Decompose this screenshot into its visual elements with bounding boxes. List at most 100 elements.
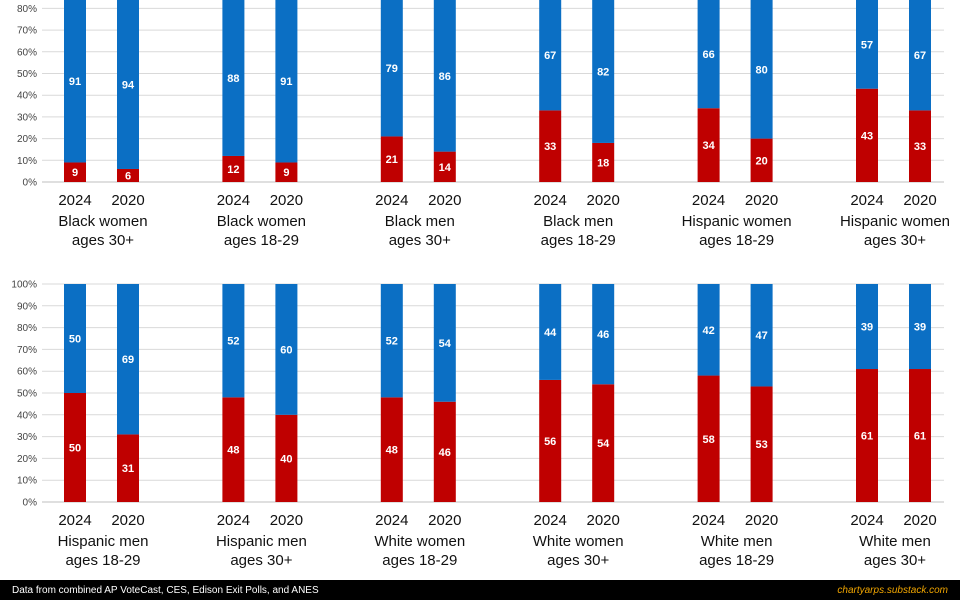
group-label: Black women xyxy=(217,213,306,230)
x-tick-label: 2024 xyxy=(850,512,883,529)
stacked-bar-chart: 0%10%20%30%40%50%60%70%80%99120246942020… xyxy=(11,0,950,569)
group-label: Black men xyxy=(543,213,613,230)
data-label: 82 xyxy=(597,66,609,78)
y-tick-label: 10% xyxy=(17,156,37,167)
bar-segment-dem xyxy=(117,0,139,169)
data-label: 21 xyxy=(386,154,398,166)
data-label: 58 xyxy=(702,434,714,446)
group-label: Hispanic men xyxy=(216,533,307,550)
data-label: 14 xyxy=(439,162,452,174)
x-tick-label: 2024 xyxy=(375,192,408,209)
data-label: 48 xyxy=(227,445,239,457)
y-tick-label: 20% xyxy=(17,454,37,465)
site-credit: chartyarps.substack.com xyxy=(837,584,948,596)
x-tick-label: 2024 xyxy=(217,192,250,209)
group-label: ages 18-29 xyxy=(224,232,299,249)
bar-segment-rep xyxy=(222,397,245,502)
data-label: 33 xyxy=(544,141,556,153)
x-tick-label: 2020 xyxy=(745,192,778,209)
y-tick-label: 40% xyxy=(17,91,37,102)
data-label: 46 xyxy=(439,447,451,459)
y-tick-label: 100% xyxy=(11,280,37,291)
y-tick-label: 60% xyxy=(17,47,37,58)
data-label: 57 xyxy=(861,39,873,51)
group-label: Black women xyxy=(58,213,147,230)
bar-segment-dem xyxy=(433,0,456,152)
data-label: 86 xyxy=(439,71,451,83)
data-label: 56 xyxy=(544,436,556,448)
data-label: 54 xyxy=(439,338,452,350)
data-label: 9 xyxy=(72,167,78,179)
x-tick-label: 2024 xyxy=(534,192,567,209)
data-label: 33 xyxy=(914,141,926,153)
group-label: White women xyxy=(533,533,624,550)
bar-segment-rep xyxy=(433,401,456,502)
group-label: ages 30+ xyxy=(547,552,609,569)
x-tick-label: 2020 xyxy=(587,192,620,209)
group-label: ages 30+ xyxy=(864,552,926,569)
bar-segment-rep xyxy=(539,110,562,182)
group-label: ages 30+ xyxy=(389,232,451,249)
group-label: White men xyxy=(859,533,931,550)
data-label: 79 xyxy=(386,63,398,75)
data-label: 40 xyxy=(280,453,292,465)
data-label: 34 xyxy=(702,140,715,152)
y-tick-label: 30% xyxy=(17,112,37,123)
group-label: ages 30+ xyxy=(864,232,926,249)
bar-segment-rep xyxy=(275,162,298,182)
bar-segment-rep xyxy=(275,414,298,502)
x-tick-label: 2020 xyxy=(428,192,461,209)
bar-segment-dem xyxy=(380,284,403,398)
x-tick-label: 2020 xyxy=(111,192,144,209)
bar-segment-rep xyxy=(909,369,931,502)
bar-segment-rep xyxy=(117,434,139,502)
group-label: ages 18-29 xyxy=(699,232,774,249)
bar-segment-rep xyxy=(222,155,245,182)
bar-segment-rep xyxy=(117,168,139,182)
bar-segment-dem xyxy=(222,284,245,398)
bar-segment-rep xyxy=(909,110,931,182)
group-label: ages 30+ xyxy=(72,232,134,249)
data-label: 18 xyxy=(597,157,609,169)
group-label: Hispanic women xyxy=(682,213,792,230)
bar-segment-rep xyxy=(750,138,773,182)
bar-segment-rep xyxy=(750,386,773,502)
data-label: 67 xyxy=(544,50,556,62)
data-label: 43 xyxy=(861,130,873,142)
bar-segment-dem xyxy=(275,284,298,415)
y-tick-label: 80% xyxy=(17,4,37,15)
data-label: 91 xyxy=(280,76,292,88)
x-tick-label: 2020 xyxy=(587,512,620,529)
x-tick-label: 2020 xyxy=(428,512,461,529)
data-label: 9 xyxy=(283,167,289,179)
group-label: ages 18-29 xyxy=(65,552,140,569)
y-tick-label: 80% xyxy=(17,323,37,334)
bar-segment-dem xyxy=(750,0,773,139)
bar-segment-dem xyxy=(64,0,86,163)
data-label: 94 xyxy=(122,79,135,91)
x-tick-label: 2020 xyxy=(903,512,936,529)
data-label: 88 xyxy=(227,73,239,85)
bar-segment-dem xyxy=(539,284,562,380)
group-label: Hispanic men xyxy=(58,533,149,550)
group-label: Black men xyxy=(385,213,455,230)
data-label: 69 xyxy=(122,354,134,366)
bar-segment-dem xyxy=(909,284,931,370)
bar-segment-dem xyxy=(222,0,245,156)
x-tick-label: 2020 xyxy=(903,192,936,209)
bar-segment-rep xyxy=(856,88,878,182)
x-tick-label: 2024 xyxy=(375,512,408,529)
x-tick-label: 2024 xyxy=(217,512,250,529)
bar-segment-dem xyxy=(856,284,878,370)
data-label: 20 xyxy=(755,155,767,167)
group-label: White men xyxy=(701,533,773,550)
data-label: 39 xyxy=(861,322,873,334)
x-tick-label: 2020 xyxy=(745,512,778,529)
y-tick-label: 0% xyxy=(23,178,38,189)
x-tick-label: 2024 xyxy=(692,192,725,209)
x-tick-label: 2020 xyxy=(270,192,303,209)
x-tick-label: 2020 xyxy=(111,512,144,529)
data-label: 46 xyxy=(597,329,609,341)
bar-segment-dem xyxy=(117,284,139,435)
y-tick-label: 30% xyxy=(17,432,37,443)
